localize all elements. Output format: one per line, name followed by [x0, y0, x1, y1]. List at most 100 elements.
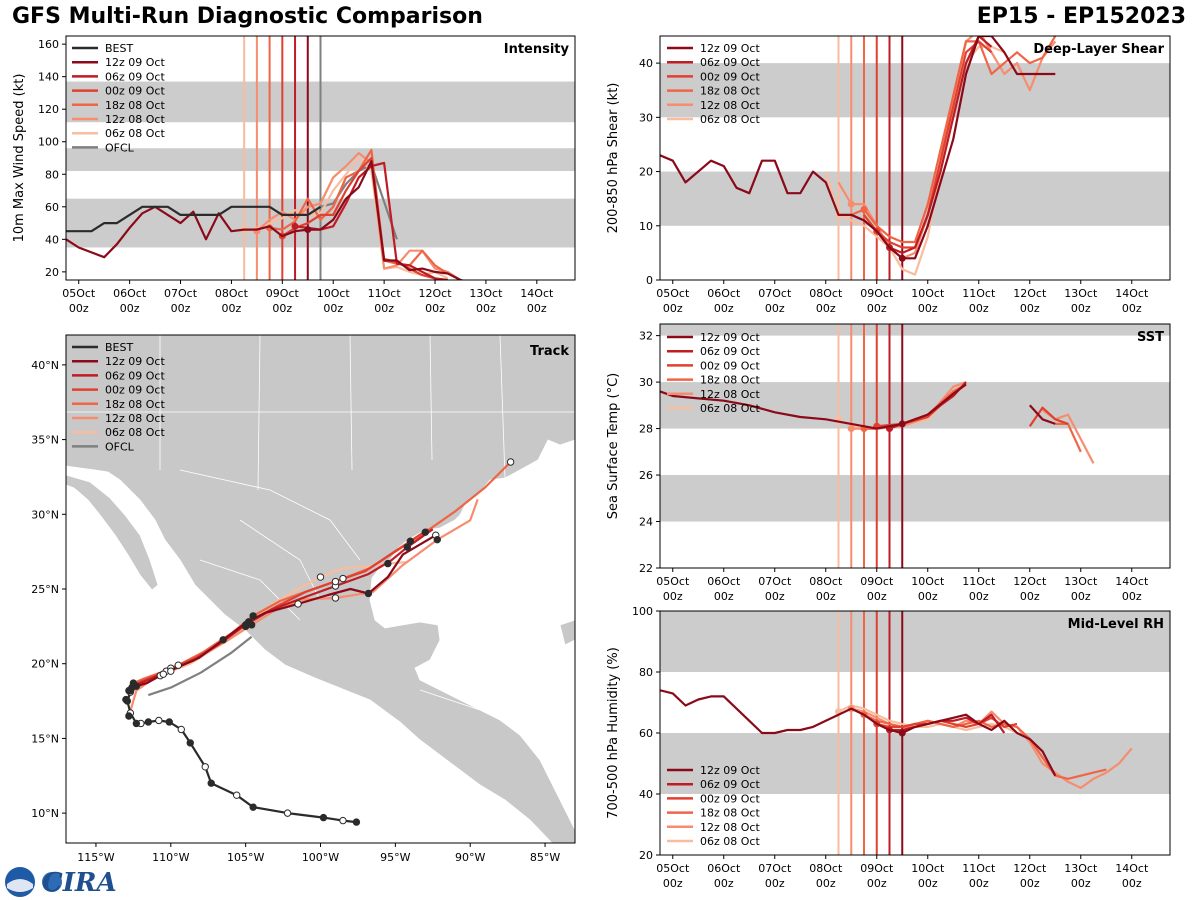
rh-panel: 20 40 60 80 100 05Oct 00z 06Oct 00z 07Oct 00z 08Oct…	[606, 605, 1171, 890]
legend-label: 06z 09 Oct	[105, 369, 165, 382]
x-tick-label: 09Oct	[860, 862, 894, 875]
x-tick-label: 95°W	[380, 851, 410, 864]
y-tick-label: 35°N	[31, 434, 59, 447]
series-line	[66, 160, 465, 280]
intensity-panel: 20 40 60 80 100 120 140 160 05Oct 00z 06Oct 00z 07Oc…	[12, 35, 576, 315]
track-point	[249, 612, 257, 620]
track-point	[331, 577, 340, 586]
y-tick-label: 60	[639, 727, 653, 740]
series-line	[281, 156, 436, 280]
x-tick-label: 07Oct	[758, 287, 792, 300]
y-tick-label: 160	[38, 38, 59, 51]
y-tick-label: 0	[646, 274, 653, 287]
y-tick-label: 10	[639, 220, 653, 233]
x-tick-sublabel: 00z	[1020, 302, 1040, 315]
legend-label: 06z 09 Oct	[700, 56, 760, 69]
storm-id: EP15 - EP152023	[976, 4, 1186, 29]
track-line	[147, 635, 253, 697]
y-tick-label: 10°N	[31, 807, 59, 820]
chart-title: GFS Multi-Run Diagnostic Comparison	[12, 4, 483, 29]
y-tick-label: 40	[639, 788, 653, 801]
track-point	[132, 719, 141, 728]
shading-band	[660, 475, 1170, 522]
track-panel: 115°W 110°W 105°W 100°W 95°W 90°W 85°W 10°N 15°N…	[31, 334, 576, 864]
series-line	[850, 36, 1057, 244]
x-tick-sublabel: 00z	[765, 590, 785, 603]
x-tick-sublabel: 00z	[867, 877, 887, 890]
legend-label: 06z 08 Oct	[105, 127, 165, 140]
x-tick-label: 13Oct	[1064, 575, 1098, 588]
x-tick-label: 06Oct	[707, 862, 741, 875]
x-tick-label: 13Oct	[1064, 287, 1098, 300]
x-tick-label: 10Oct	[911, 862, 945, 875]
legend-label: 00z 09 Oct	[105, 384, 165, 397]
x-tick-label: 05Oct	[656, 862, 690, 875]
shading-band	[660, 324, 1170, 336]
track-point	[155, 716, 163, 725]
x-tick-label: 110°W	[152, 851, 189, 864]
init-marker	[291, 222, 299, 230]
x-tick-label: 11Oct	[962, 287, 996, 300]
x-tick-label: 105°W	[227, 851, 264, 864]
x-tick-sublabel: 00z	[171, 302, 191, 315]
plot-frame	[65, 35, 576, 281]
shear-panel: 0 10 20 30 40 05Oct 00z 06Oct 00z 07Oct 00z 08Oct 00…	[606, 35, 1171, 315]
x-tick-sublabel: 00z	[918, 302, 938, 315]
series-line	[889, 713, 1006, 734]
track-point	[167, 667, 175, 675]
x-tick-sublabel: 00z	[425, 302, 445, 315]
y-tick-label: 120	[38, 103, 59, 116]
series-line	[243, 156, 449, 280]
x-tick-label: 11Oct	[368, 287, 402, 300]
x-tick-sublabel: 00z	[69, 302, 89, 315]
y-tick-label: 30°N	[31, 508, 59, 521]
x-tick-sublabel: 00z	[969, 590, 989, 603]
y-tick-label: 20	[639, 849, 653, 862]
x-tick-label: 11Oct	[962, 862, 996, 875]
legend-label: 12z 09 Oct	[700, 42, 760, 55]
x-tick-label: 100°W	[302, 851, 339, 864]
x-tick-sublabel: 00z	[374, 302, 394, 315]
x-tick-label: 07Oct	[164, 287, 198, 300]
x-tick-label: 115°W	[77, 851, 114, 864]
x-tick-sublabel: 00z	[816, 590, 836, 603]
series-line	[1028, 406, 1069, 427]
x-tick-label: 12Oct	[1013, 862, 1047, 875]
y-tick-label: 26	[639, 469, 653, 482]
track-point	[177, 725, 185, 734]
x-tick-label: 14Oct	[1115, 575, 1149, 588]
x-tick-label: 06Oct	[707, 575, 741, 588]
track-point	[316, 573, 325, 581]
x-tick-sublabel: 00z	[476, 302, 496, 315]
legend-label: 06z 08 Oct	[105, 426, 165, 439]
x-tick-sublabel: 00z	[918, 590, 938, 603]
track-point	[232, 791, 241, 799]
y-tick-label: 140	[38, 71, 59, 84]
y-axis-label: 200-850 hPa Shear (kt)	[606, 83, 621, 234]
x-tick-sublabel: 00z	[765, 302, 785, 315]
legend-label: 18z 08 Oct	[700, 374, 760, 387]
x-tick-label: 14Oct	[1115, 862, 1149, 875]
track-point	[201, 763, 209, 771]
legend-label: 12z 08 Oct	[105, 113, 165, 126]
y-tick-label: 80	[639, 666, 653, 679]
track-point	[339, 816, 347, 825]
init-marker	[898, 254, 906, 262]
init-marker	[847, 200, 855, 208]
x-tick-sublabel: 00z	[527, 302, 547, 315]
x-tick-sublabel: 00z	[120, 302, 140, 315]
panel-title: Intensity	[504, 42, 570, 57]
sst-panel: 22 24 26 28 30 32 05Oct 00z 06Oct 00z 07Oct 00z 08Oc…	[606, 323, 1171, 603]
y-tick-label: 20	[639, 166, 653, 179]
legend-label: 06z 09 Oct	[700, 345, 760, 358]
track-point	[339, 574, 347, 583]
init-marker	[304, 226, 312, 234]
track-point	[319, 813, 328, 822]
series-line	[1028, 404, 1056, 425]
y-axis-label: 10m Max Wind Speed (kt)	[12, 74, 27, 243]
y-tick-label: 100	[38, 136, 59, 149]
y-tick-label: 20°N	[31, 658, 59, 671]
x-tick-label: 08Oct	[809, 862, 843, 875]
x-tick-sublabel: 00z	[714, 877, 734, 890]
track-point	[174, 661, 182, 669]
